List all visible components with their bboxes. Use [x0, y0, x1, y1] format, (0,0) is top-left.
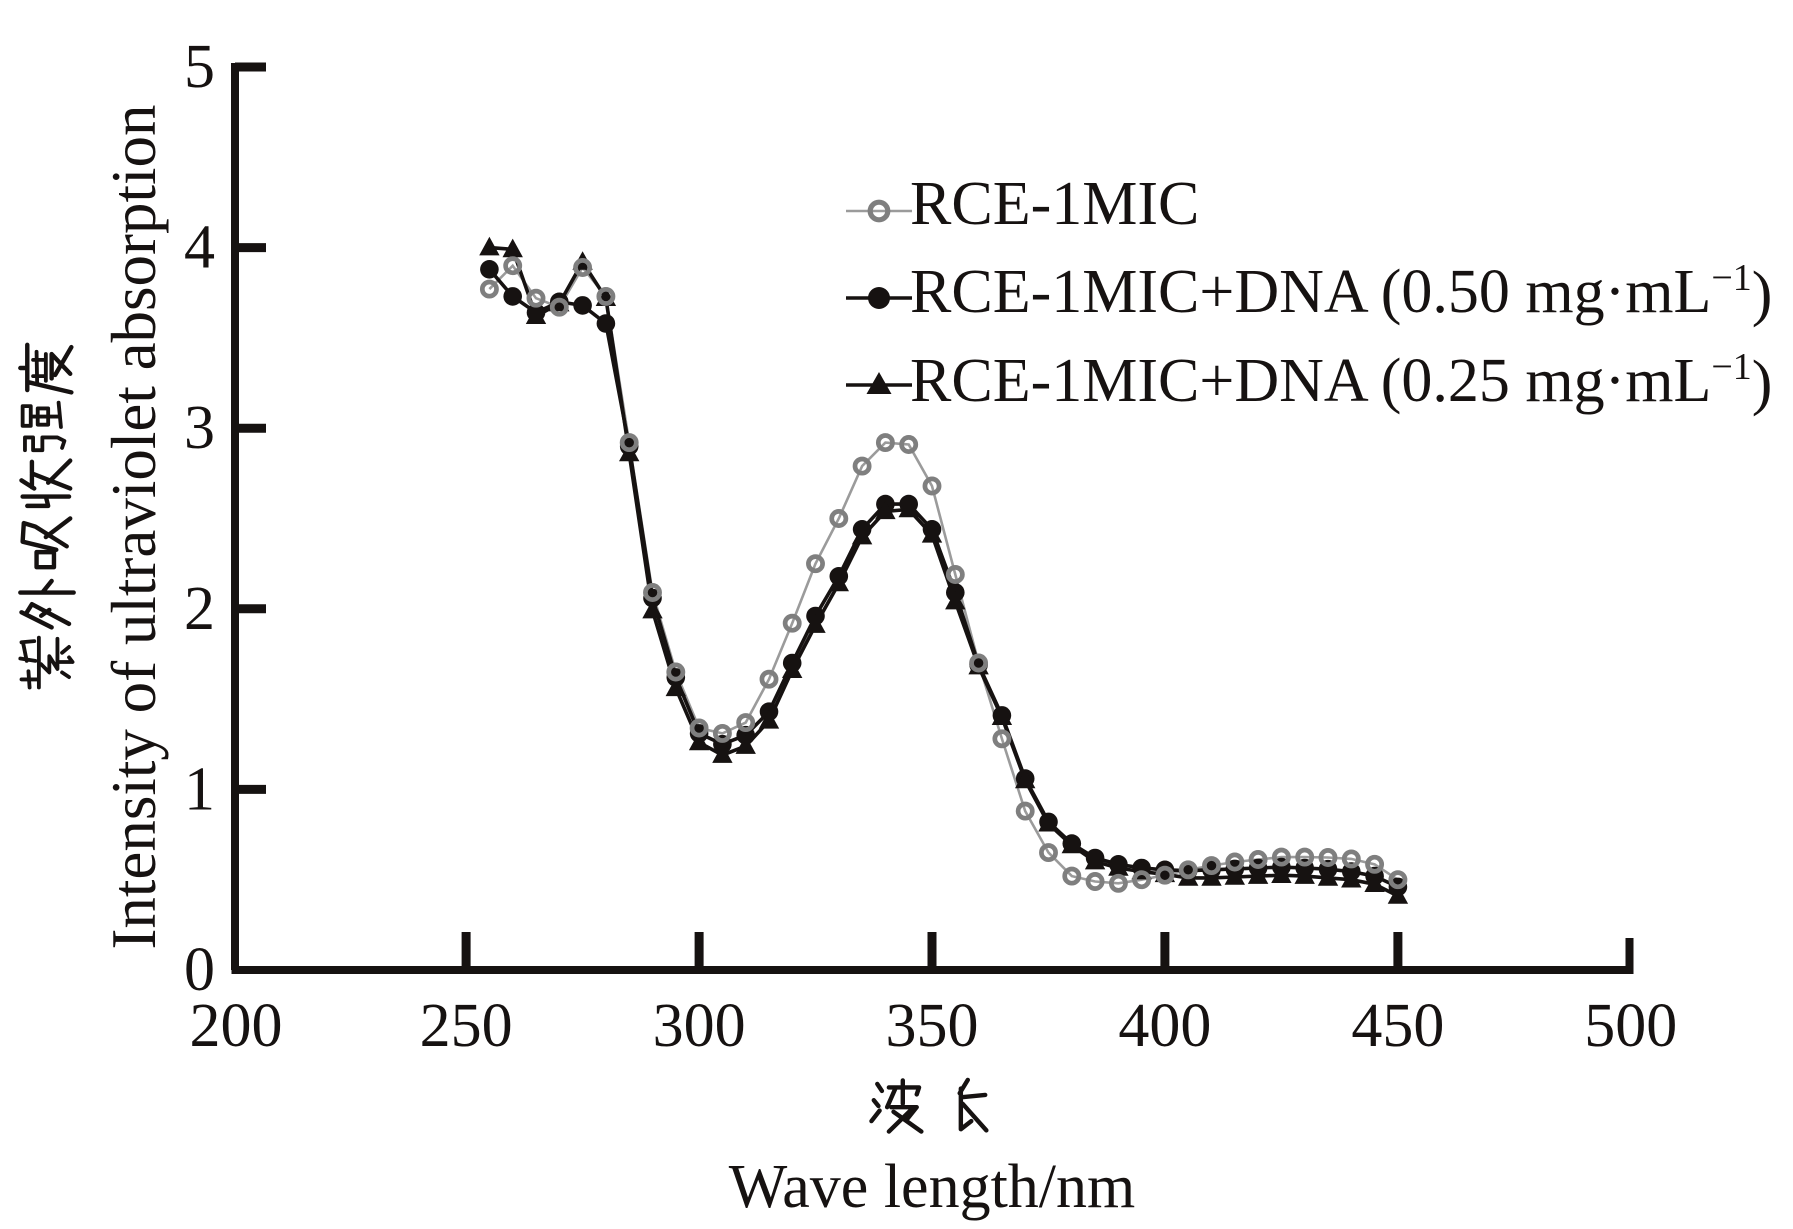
svg-text:300: 300 — [653, 992, 746, 1060]
svg-text:Wave length/nm: Wave length/nm — [729, 1153, 1136, 1221]
svg-text:200: 200 — [190, 992, 283, 1060]
svg-text:2: 2 — [184, 575, 215, 643]
svg-text:RCE-1MIC+DNA (0.25 mg·mL−1): RCE-1MIC+DNA (0.25 mg·mL−1) — [910, 346, 1772, 417]
svg-text:250: 250 — [420, 992, 513, 1060]
svg-text:450: 450 — [1351, 992, 1444, 1060]
svg-text:400: 400 — [1118, 992, 1211, 1060]
svg-text:500: 500 — [1584, 992, 1677, 1060]
svg-text:0: 0 — [184, 936, 215, 1004]
svg-text:RCE-1MIC+DNA (0.50 mg·mL−1): RCE-1MIC+DNA (0.50 mg·mL−1) — [910, 257, 1772, 328]
svg-text:Intensity of ultraviolet absor: Intensity of ultraviolet absorption — [99, 104, 169, 949]
svg-text:1: 1 — [184, 755, 215, 823]
svg-text:5: 5 — [184, 33, 215, 101]
svg-text:4: 4 — [184, 214, 215, 282]
svg-text:RCE-1MIC: RCE-1MIC — [910, 170, 1199, 238]
svg-text:350: 350 — [886, 992, 979, 1060]
svg-text:3: 3 — [184, 394, 215, 462]
